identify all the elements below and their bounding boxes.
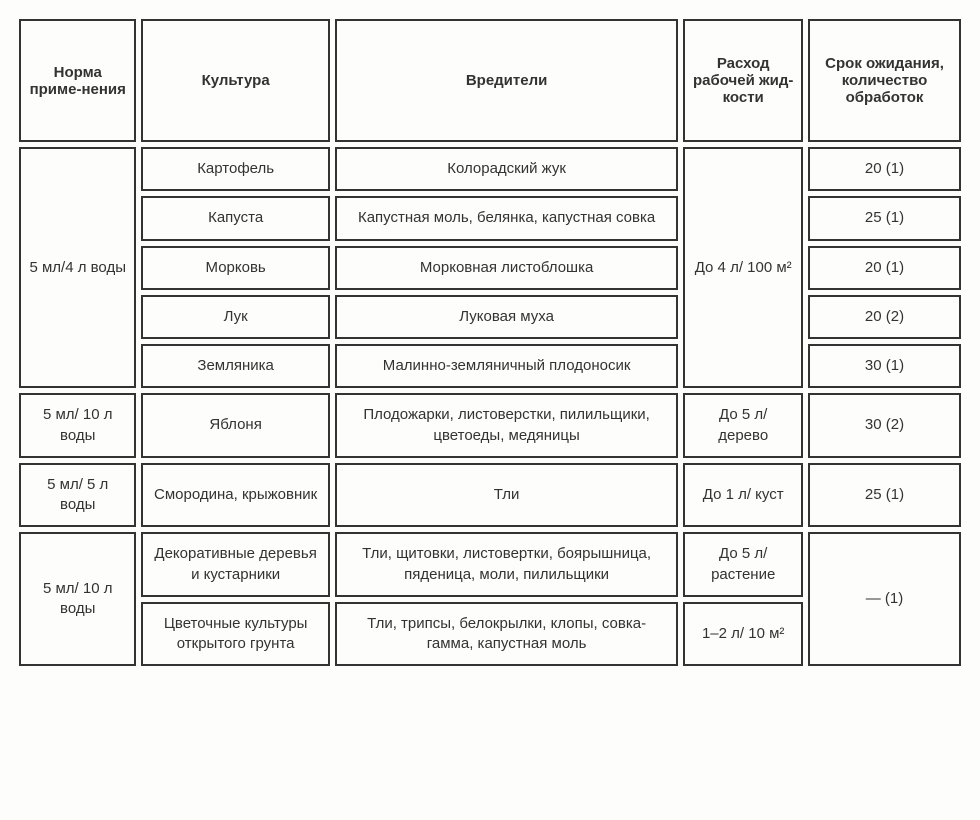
cell-pests: Тли, трипсы, белокрылки, клопы, совка-га… (335, 602, 679, 667)
cell-waiting: 30 (1) (808, 344, 961, 388)
cell-pests: Капустная моль, белянка, капустная совка (335, 196, 679, 240)
cell-pests: Тли, щитовки, листовертки, боярышница, п… (335, 532, 679, 597)
cell-waiting: 20 (1) (808, 147, 961, 191)
table-row: 5 мл/ 5 л воды Смородина, крыжовник Тли … (19, 463, 961, 528)
cell-culture: Декоративные деревья и кустарники (141, 532, 329, 597)
cell-waiting: 25 (1) (808, 463, 961, 528)
header-consumption: Расход рабочей жид-кости (683, 19, 803, 142)
cell-consumption: До 5 л/ дерево (683, 393, 803, 458)
cell-culture: Цветочные культуры открытого грунта (141, 602, 329, 667)
cell-pests: Луковая муха (335, 295, 679, 339)
cell-consumption: До 4 л/ 100 м² (683, 147, 803, 388)
cell-consumption: 1–2 л/ 10 м² (683, 602, 803, 667)
cell-pests: Малинно-земляничный плодоносик (335, 344, 679, 388)
cell-culture: Морковь (141, 246, 329, 290)
table-header-row: Норма приме-нения Культура Вредители Рас… (19, 19, 961, 142)
cell-culture: Капуста (141, 196, 329, 240)
header-norm: Норма приме-нения (19, 19, 136, 142)
header-pests: Вредители (335, 19, 679, 142)
cell-culture: Яблоня (141, 393, 329, 458)
cell-pests: Морковная листоблошка (335, 246, 679, 290)
cell-pests: Плодожарки, листоверстки, пилильщики, цв… (335, 393, 679, 458)
table-row: 5 мл/4 л воды Картофель Колорадский жук … (19, 147, 961, 191)
cell-consumption: До 1 л/ куст (683, 463, 803, 528)
pesticide-table: Норма приме-нения Культура Вредители Рас… (14, 14, 966, 671)
table-row: Лук Луковая муха 20 (2) (19, 295, 961, 339)
table-row: 5 мл/ 10 л воды Декоративные деревья и к… (19, 532, 961, 597)
cell-waiting: 20 (2) (808, 295, 961, 339)
cell-waiting: 30 (2) (808, 393, 961, 458)
cell-norm: 5 мл/ 5 л воды (19, 463, 136, 528)
cell-culture: Смородина, крыжовник (141, 463, 329, 528)
cell-culture: Земляника (141, 344, 329, 388)
cell-norm: 5 мл/4 л воды (19, 147, 136, 388)
cell-waiting: — (1) (808, 532, 961, 666)
cell-norm: 5 мл/ 10 л воды (19, 532, 136, 666)
cell-pests: Тли (335, 463, 679, 528)
cell-waiting: 20 (1) (808, 246, 961, 290)
cell-culture: Картофель (141, 147, 329, 191)
table-row: Капуста Капустная моль, белянка, капустн… (19, 196, 961, 240)
table-row: 5 мл/ 10 л воды Яблоня Плодожарки, листо… (19, 393, 961, 458)
cell-pests: Колорадский жук (335, 147, 679, 191)
cell-norm: 5 мл/ 10 л воды (19, 393, 136, 458)
table-row: Земляника Малинно-земляничный плодоносик… (19, 344, 961, 388)
cell-consumption: До 5 л/ растение (683, 532, 803, 597)
table-row: Морковь Морковная листоблошка 20 (1) (19, 246, 961, 290)
cell-culture: Лук (141, 295, 329, 339)
header-culture: Культура (141, 19, 329, 142)
header-waiting: Срок ожидания, количество обработок (808, 19, 961, 142)
cell-waiting: 25 (1) (808, 196, 961, 240)
